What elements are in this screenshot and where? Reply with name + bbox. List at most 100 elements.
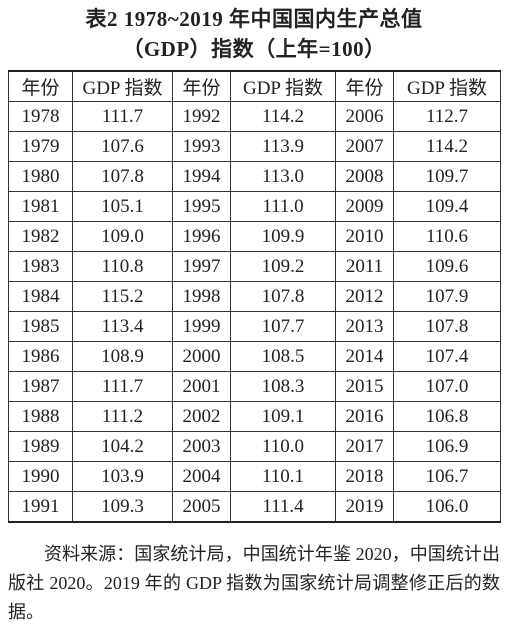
index-cell: 111.7 bbox=[72, 101, 173, 132]
index-cell: 111.2 bbox=[72, 401, 173, 432]
index-cell: 107.7 bbox=[230, 311, 336, 342]
year-cell: 1986 bbox=[8, 341, 73, 372]
table-row: 1984 115.2 1998 107.8 2012 107.9 bbox=[8, 281, 501, 312]
table-row: 1978 111.7 1992 114.2 2006 112.7 bbox=[8, 101, 501, 132]
table-row: 1988 111.2 2002 109.1 2016 106.8 bbox=[8, 401, 501, 432]
index-cell: 107.9 bbox=[393, 281, 501, 312]
table-head: 年份 GDP 指数 年份 GDP 指数 年份 GDP 指数 bbox=[8, 70, 501, 102]
year-cell: 2012 bbox=[335, 281, 394, 312]
year-cell: 2016 bbox=[335, 401, 394, 432]
index-cell: 109.3 bbox=[72, 491, 173, 523]
index-cell: 106.7 bbox=[393, 461, 501, 492]
header-row: 年份 GDP 指数 年份 GDP 指数 年份 GDP 指数 bbox=[8, 70, 501, 102]
year-cell: 1979 bbox=[8, 131, 73, 162]
year-cell: 2004 bbox=[172, 461, 231, 492]
index-cell: 108.3 bbox=[230, 371, 336, 402]
year-cell: 2018 bbox=[335, 461, 394, 492]
year-cell: 1985 bbox=[8, 311, 73, 342]
table-row: 1982 109.0 1996 109.9 2010 110.6 bbox=[8, 221, 501, 252]
page: 表2 1978~2019 年中国国内生产总值 （GDP）指数（上年=100） 年… bbox=[0, 4, 508, 640]
table-row: 1991 109.3 2005 111.4 2019 106.0 bbox=[8, 491, 501, 523]
index-cell: 107.4 bbox=[393, 341, 501, 372]
table-row: 1983 110.8 1997 109.2 2011 109.6 bbox=[8, 251, 501, 282]
index-cell: 105.1 bbox=[72, 191, 173, 222]
index-cell: 109.0 bbox=[72, 221, 173, 252]
index-cell: 114.2 bbox=[393, 131, 501, 162]
source-note: 资料来源：国家统计局，中国统计年鉴 2020，中国统计出版社 2020。2019… bbox=[8, 544, 500, 622]
year-cell: 1994 bbox=[172, 161, 231, 192]
index-cell: 111.4 bbox=[230, 491, 336, 523]
year-cell: 1987 bbox=[8, 371, 73, 402]
year-cell: 1982 bbox=[8, 221, 73, 252]
year-cell: 2007 bbox=[335, 131, 394, 162]
index-cell: 110.1 bbox=[230, 461, 336, 492]
index-cell: 110.8 bbox=[72, 251, 173, 282]
header-cell: 年份 bbox=[8, 70, 73, 102]
index-cell: 104.2 bbox=[72, 431, 173, 462]
year-cell: 1997 bbox=[172, 251, 231, 282]
table-row: 1990 103.9 2004 110.1 2018 106.7 bbox=[8, 461, 501, 492]
index-cell: 113.0 bbox=[230, 161, 336, 192]
index-cell: 107.0 bbox=[393, 371, 501, 402]
index-cell: 106.9 bbox=[393, 431, 501, 462]
year-cell: 1984 bbox=[8, 281, 73, 312]
year-cell: 1980 bbox=[8, 161, 73, 192]
header-cell: GDP 指数 bbox=[230, 70, 336, 102]
index-cell: 111.7 bbox=[72, 371, 173, 402]
year-cell: 2001 bbox=[172, 371, 231, 402]
index-cell: 106.8 bbox=[393, 401, 501, 432]
year-cell: 1990 bbox=[8, 461, 73, 492]
index-cell: 114.2 bbox=[230, 101, 336, 132]
year-cell: 2009 bbox=[335, 191, 394, 222]
year-cell: 2003 bbox=[172, 431, 231, 462]
year-cell: 2017 bbox=[335, 431, 394, 462]
year-cell: 2013 bbox=[335, 311, 394, 342]
year-cell: 2010 bbox=[335, 221, 394, 252]
year-cell: 2000 bbox=[172, 341, 231, 372]
year-cell: 2006 bbox=[335, 101, 394, 132]
year-cell: 1978 bbox=[8, 101, 73, 132]
header-cell: GDP 指数 bbox=[393, 70, 501, 102]
table-row: 1981 105.1 1995 111.0 2009 109.4 bbox=[8, 191, 501, 222]
year-cell: 1991 bbox=[8, 491, 73, 523]
table-row: 1985 113.4 1999 107.7 2013 107.8 bbox=[8, 311, 501, 342]
index-cell: 110.6 bbox=[393, 221, 501, 252]
index-cell: 107.8 bbox=[72, 161, 173, 192]
title-line: （GDP）指数（上年=100） bbox=[122, 37, 386, 61]
table-row: 1986 108.9 2000 108.5 2014 107.4 bbox=[8, 341, 501, 372]
year-cell: 1989 bbox=[8, 431, 73, 462]
year-cell: 1983 bbox=[8, 251, 73, 282]
index-cell: 109.9 bbox=[230, 221, 336, 252]
index-cell: 103.9 bbox=[72, 461, 173, 492]
year-cell: 1993 bbox=[172, 131, 231, 162]
title: 表2 1978~2019 年中国国内生产总值 （GDP）指数（上年=100） bbox=[0, 4, 508, 64]
year-cell: 1981 bbox=[8, 191, 73, 222]
year-cell: 1992 bbox=[172, 101, 231, 132]
index-cell: 109.7 bbox=[393, 161, 501, 192]
table-body: 1978 111.7 1992 114.2 2006 112.7 1979 107.6 1993… bbox=[8, 101, 501, 523]
header-cell: 年份 bbox=[335, 70, 394, 102]
index-cell: 112.7 bbox=[393, 101, 501, 132]
year-cell: 1996 bbox=[172, 221, 231, 252]
title-line: 表2 1978~2019 年中国国内生产总值 bbox=[85, 7, 423, 31]
year-cell: 2019 bbox=[335, 491, 394, 523]
index-cell: 107.8 bbox=[230, 281, 336, 312]
index-cell: 109.6 bbox=[393, 251, 501, 282]
index-cell: 107.6 bbox=[72, 131, 173, 162]
index-cell: 109.2 bbox=[230, 251, 336, 282]
year-cell: 1998 bbox=[172, 281, 231, 312]
index-cell: 109.1 bbox=[230, 401, 336, 432]
year-cell: 2011 bbox=[335, 251, 394, 282]
year-cell: 2015 bbox=[335, 371, 394, 402]
index-cell: 107.8 bbox=[393, 311, 501, 342]
year-cell: 2008 bbox=[335, 161, 394, 192]
table-row: 1980 107.8 1994 113.0 2008 109.7 bbox=[8, 161, 501, 192]
year-cell: 2002 bbox=[172, 401, 231, 432]
header-cell: GDP 指数 bbox=[72, 70, 173, 102]
table-row: 1979 107.6 1993 113.9 2007 114.2 bbox=[8, 131, 501, 162]
table-row: 1989 104.2 2003 110.0 2017 106.9 bbox=[8, 431, 501, 462]
index-cell: 106.0 bbox=[393, 491, 501, 523]
index-cell: 108.5 bbox=[230, 341, 336, 372]
table-row: 1987 111.7 2001 108.3 2015 107.0 bbox=[8, 371, 501, 402]
index-cell: 113.9 bbox=[230, 131, 336, 162]
